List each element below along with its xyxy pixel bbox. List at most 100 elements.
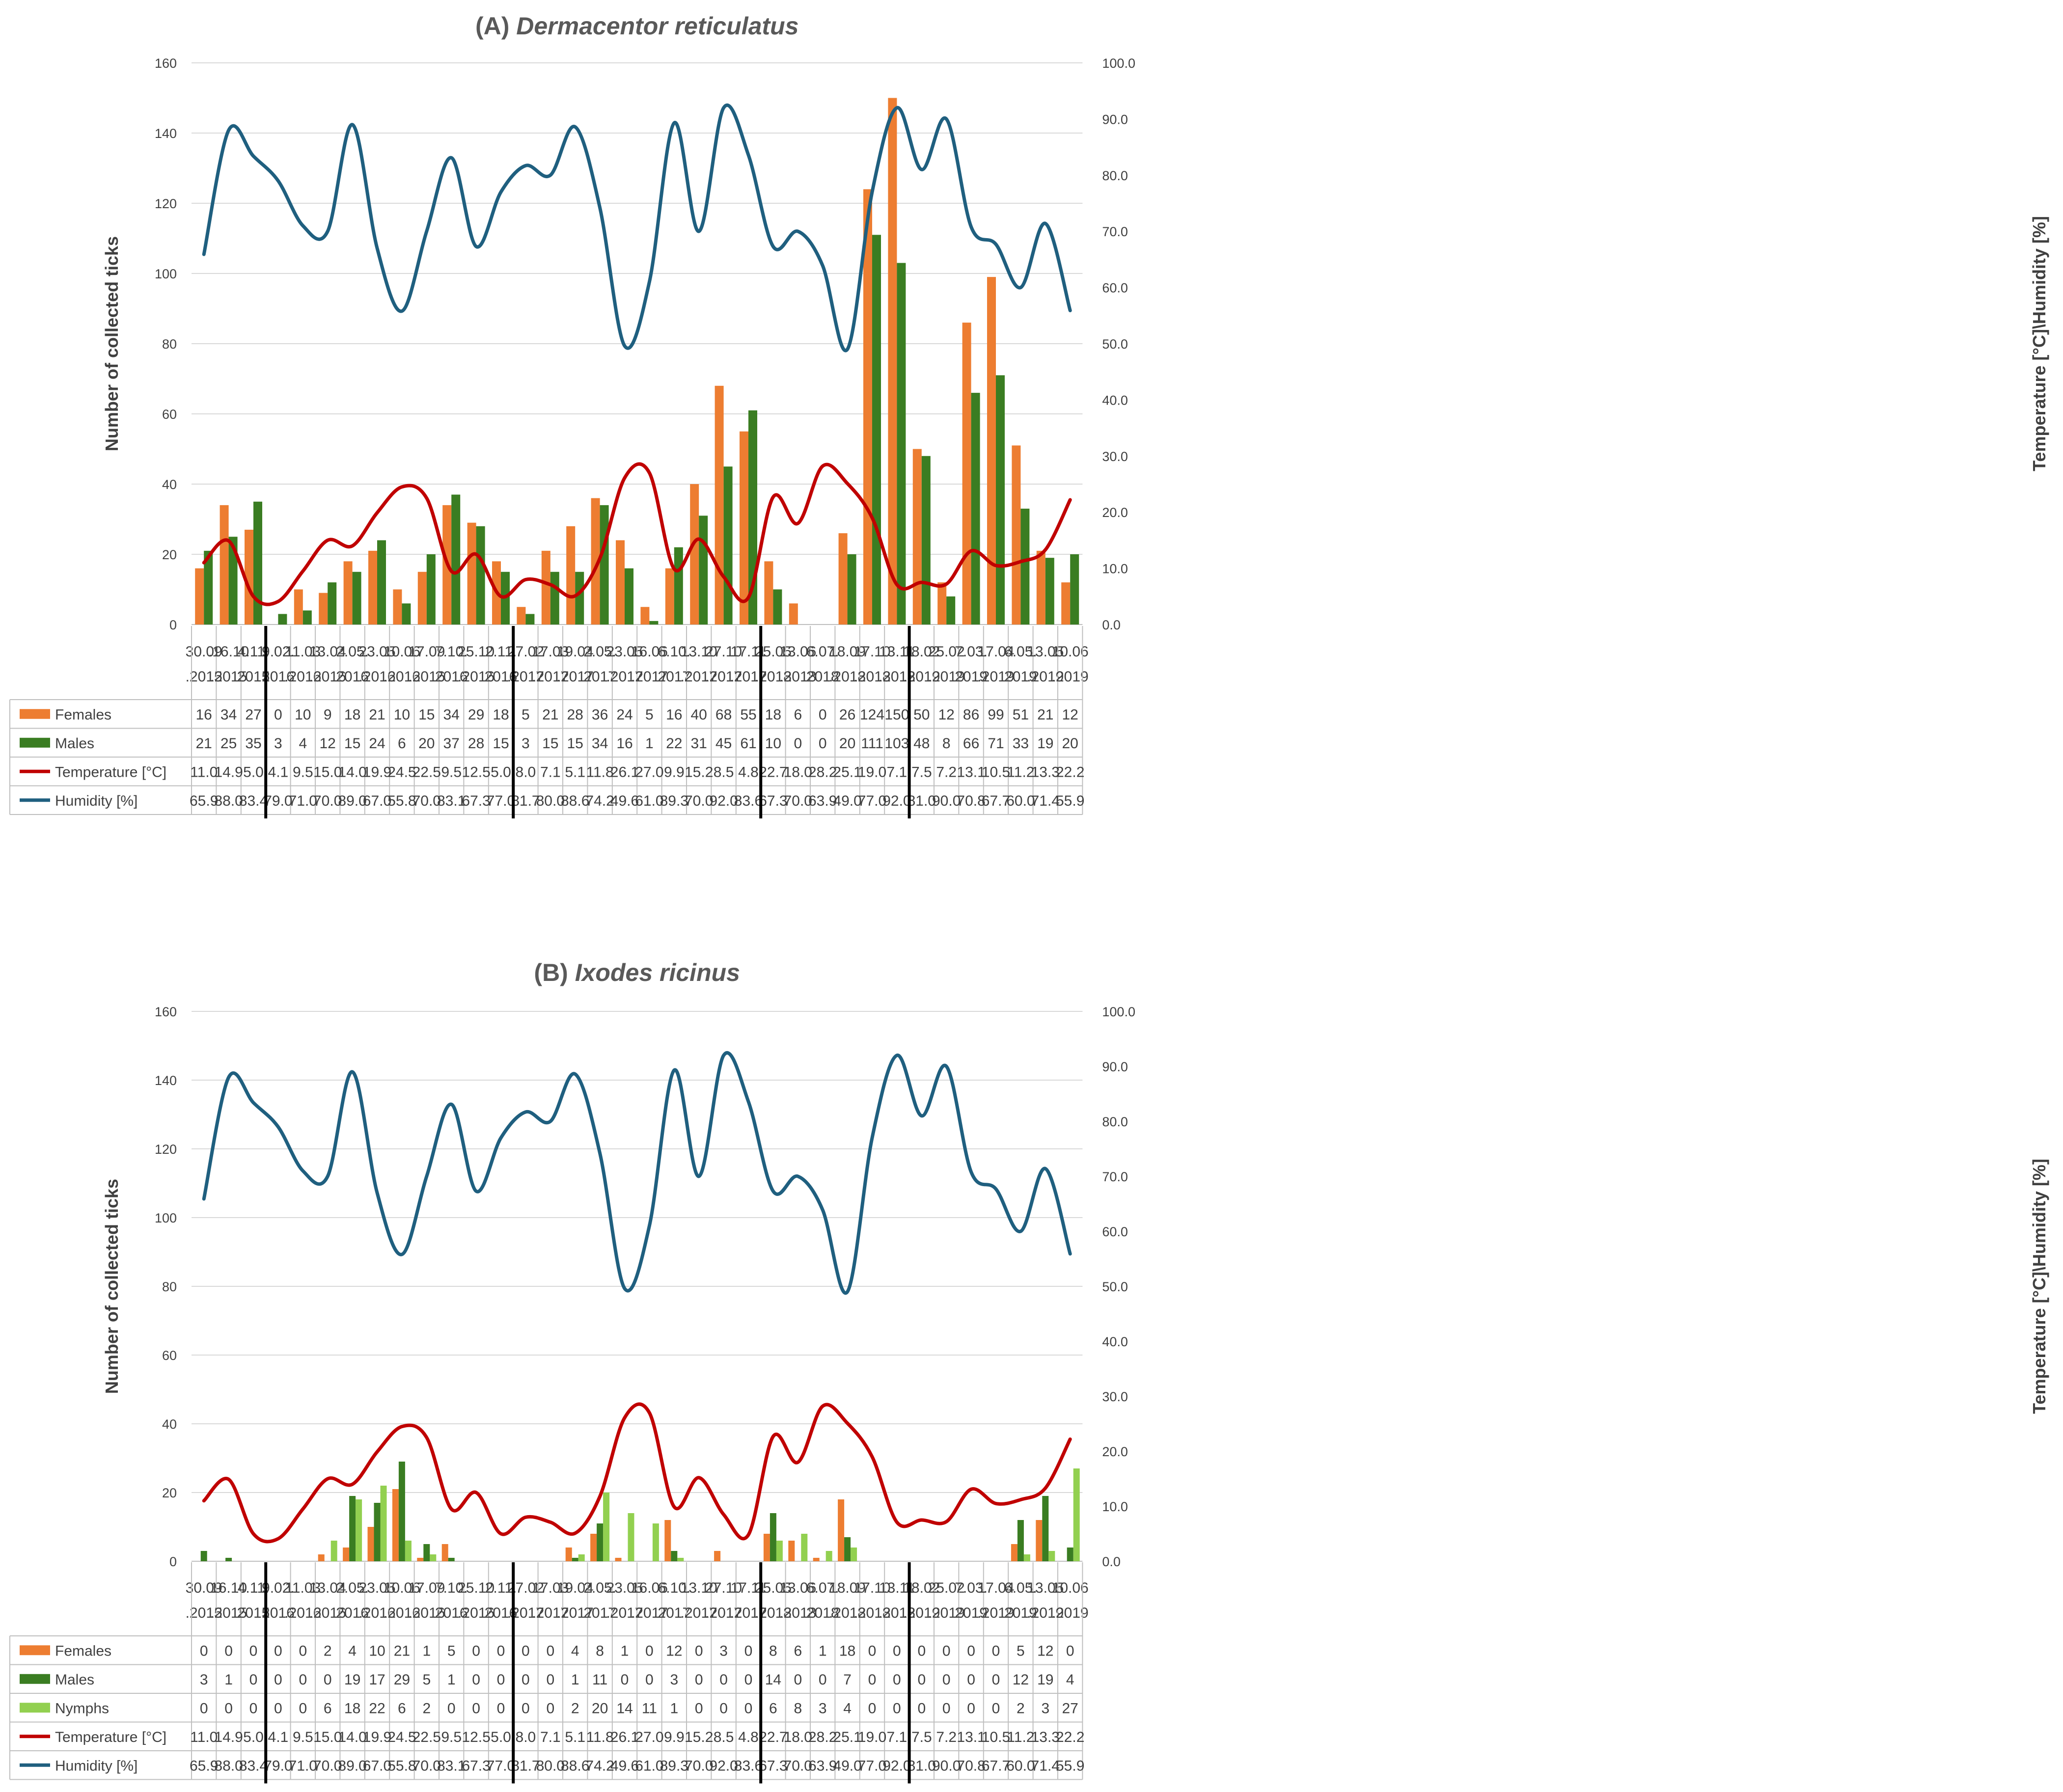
table-value: 12 [320,735,336,752]
table-value: 1 [819,1643,827,1659]
table-value: 0 [522,1700,530,1716]
table-value: 0 [992,1700,1000,1716]
bar-females [838,1499,845,1561]
y2-axis-label: Temperature [°C]\Humidity [%] [2029,1159,2049,1414]
bar-males [451,494,461,624]
y2-tick-label: 100.0 [1102,1005,1135,1019]
table-value: 11.2 [1007,1729,1034,1745]
table-value: 8.5 [714,764,734,780]
table-value: 67.3 [462,793,490,809]
bar-males [971,393,980,624]
table-value: 15 [542,735,558,752]
legend-key [20,1703,50,1713]
table-value: 0 [917,1700,926,1716]
bar-females [1012,445,1021,624]
bar-males [597,1523,604,1561]
table-value: 0 [992,1643,1000,1659]
table-value: 88.6 [561,1758,589,1774]
bar-nymphs [801,1534,808,1561]
table-value: 3 [819,1700,827,1716]
table-value: 8.0 [516,1729,536,1745]
table-value: 2 [1017,1700,1025,1716]
y-tick-label: 40 [162,477,177,492]
date-label: 2018 [806,669,839,685]
table-value: 6 [324,1700,332,1716]
table-value: 22.7 [759,1729,787,1745]
date-label: 10.06 [1052,644,1089,660]
table-value: 70.0 [685,793,713,809]
legend-label: Females [55,1643,111,1659]
date-label: 2017 [658,1605,690,1621]
table-value: 0 [967,1700,975,1716]
bar-males [204,550,213,624]
bar-males [844,1537,851,1561]
bar-females [615,1558,622,1561]
date-label: 2018 [806,1605,839,1621]
table-value: 12 [1013,1672,1029,1688]
bar-nymphs [356,1499,362,1561]
y2-tick-label: 60.0 [1102,281,1128,296]
table-value: 14 [616,1700,633,1716]
table-value: 0 [967,1672,975,1688]
bar-males [200,1551,207,1561]
table-value: 65.9 [190,1758,218,1774]
bar-males [228,537,238,624]
table-value: 51 [1013,706,1029,723]
table-value: 79.0 [264,793,292,809]
table-value: 1 [645,735,654,752]
bar-females [937,582,947,624]
table-value: 21 [196,735,212,752]
table-value: 0 [695,1643,703,1659]
date-label: 2.05. [336,1580,369,1596]
y2-tick-label: 50.0 [1102,337,1128,352]
table-value: 0 [917,1643,926,1659]
table-value: 83.4 [239,1758,268,1774]
table-value: 14.9 [214,1729,243,1745]
table-value: 70.0 [313,1758,342,1774]
table-value: 26.1 [610,1729,639,1745]
table-value: 86 [963,706,979,723]
table-value: 18 [344,1700,360,1716]
y2-tick-label: 40.0 [1102,393,1128,407]
bar-nymphs [330,1541,337,1561]
bar-males [225,1558,232,1561]
table-value: 68 [715,706,732,723]
chart-title-species: Ixodes ricinus [575,959,740,986]
bar-males [946,596,956,624]
table-value: 13.3 [1031,1729,1060,1745]
table-value: 0 [546,1700,554,1716]
legend-key [20,709,50,719]
table-value: 80.0 [536,1758,565,1774]
y2-tick-label: 80.0 [1102,1114,1128,1129]
table-value: 71.4 [1031,1758,1060,1774]
table-value: 7.5 [911,1729,932,1745]
table-value: 4.8 [738,1729,759,1745]
table-value: 89.0 [338,793,366,809]
bar-females [368,550,377,624]
table-value: 0 [274,1643,282,1659]
y-tick-label: 0 [169,1554,177,1569]
table-value: 20 [1062,735,1078,752]
table-value: 17 [369,1672,385,1688]
table-value: 5 [447,1643,456,1659]
date-label: 6.10. [658,1580,690,1596]
y-tick-label: 120 [155,196,177,211]
table-value: 70.8 [957,1758,985,1774]
table-value: 0 [819,706,827,723]
table-value: 5.0 [243,1729,264,1745]
bar-females [319,593,328,624]
table-value: 8 [942,735,951,752]
table-value: 0 [967,1643,975,1659]
table-value: 2 [422,1700,431,1716]
bar-males [550,571,559,624]
bar-males [278,614,287,624]
legend-label: Males [55,735,94,752]
table-value: 83.6 [734,793,763,809]
legend-key [20,1674,50,1684]
table-value: 92.0 [709,793,738,809]
y-tick-label: 60 [162,1348,177,1363]
bar-males [625,568,633,624]
table-value: 55.9 [1056,793,1084,809]
bar-nymphs [776,1541,783,1561]
table-value: 27 [1062,1700,1078,1716]
